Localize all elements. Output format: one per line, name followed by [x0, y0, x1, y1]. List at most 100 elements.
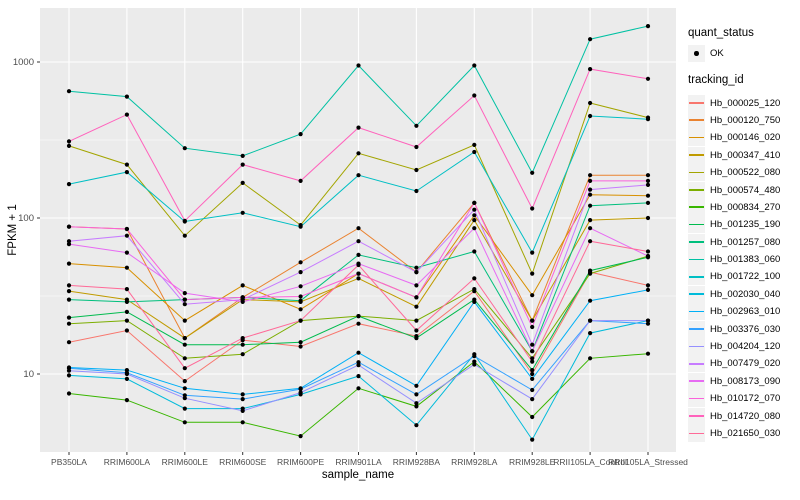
- legend-key: [688, 355, 705, 373]
- legend-entry: Hb_021650_030: [688, 425, 800, 442]
- legend-title-quant-status: quant_status: [688, 27, 754, 39]
- data-point: [298, 344, 303, 349]
- data-point: [298, 294, 303, 299]
- legend-items: Hb_000025_120 Hb_000120_750 Hb_000146_020 H…: [688, 94, 800, 442]
- data-point: [530, 206, 535, 211]
- data-point: [124, 162, 129, 167]
- legend-key: [688, 111, 705, 129]
- line-swatch-icon: [689, 154, 704, 156]
- data-point: [124, 170, 129, 175]
- data-point: [356, 271, 361, 276]
- line-swatch-icon: [689, 293, 704, 295]
- legend-entry: Hb_001257_080: [688, 233, 800, 251]
- data-point: [124, 318, 129, 323]
- legend-key: [688, 390, 705, 408]
- legend-key: [688, 164, 705, 182]
- data-point: [414, 283, 419, 288]
- data-point: [182, 406, 187, 411]
- data-point: [414, 304, 419, 309]
- data-point: [588, 226, 593, 231]
- data-point: [356, 386, 361, 391]
- legend-key: [688, 425, 705, 442]
- legend-key: [688, 407, 705, 425]
- data-point: [298, 132, 303, 137]
- data-point: [182, 356, 187, 361]
- line-swatch-icon: [689, 310, 704, 313]
- data-point: [414, 318, 419, 323]
- data-point: [356, 226, 361, 231]
- legend-entry: Hb_000025_120: [688, 94, 800, 112]
- data-point: [66, 373, 72, 378]
- data-point: [414, 401, 419, 406]
- data-point: [645, 321, 651, 326]
- data-point: [66, 289, 72, 294]
- legend-key: [688, 198, 705, 216]
- data-point: [588, 192, 593, 197]
- data-point: [66, 297, 72, 302]
- data-point: [182, 393, 187, 398]
- data-point: [66, 261, 72, 266]
- data-point: [588, 203, 593, 208]
- data-point: [124, 250, 129, 255]
- data-point: [414, 270, 419, 275]
- data-point: [472, 354, 477, 359]
- data-point: [645, 287, 651, 292]
- legend-key: [688, 181, 705, 199]
- data-point: [240, 420, 245, 425]
- legend-label: Hb_000522_080: [710, 167, 781, 179]
- data-point: [472, 213, 477, 218]
- data-point: [356, 276, 361, 281]
- legend-label: Hb_000347_410: [710, 149, 781, 161]
- line-swatch-icon: [689, 241, 704, 243]
- data-point: [356, 314, 361, 319]
- data-point: [414, 404, 419, 409]
- data-point: [298, 178, 303, 183]
- data-point: [182, 146, 187, 151]
- data-point: [588, 178, 593, 183]
- data-point: [588, 331, 593, 336]
- x-tick-label: RRII105LA_Stressed: [608, 457, 688, 467]
- y-tick-label: 1000: [13, 57, 34, 68]
- data-point: [124, 287, 129, 292]
- data-point: [530, 271, 535, 276]
- data-point: [182, 233, 187, 238]
- data-point: [530, 324, 535, 330]
- legend-label: Hb_001722_100: [710, 271, 781, 283]
- line-swatch-icon: [689, 275, 704, 278]
- data-point: [240, 210, 245, 215]
- x-tick-label: RRIM928LA: [451, 457, 498, 467]
- data-point: [472, 276, 477, 281]
- data-point: [124, 233, 129, 238]
- line-swatch-icon: [689, 189, 704, 191]
- data-point: [66, 368, 72, 373]
- data-point: [66, 182, 72, 187]
- data-point: [645, 24, 651, 29]
- data-point: [414, 336, 419, 341]
- line-swatch-icon: [689, 328, 704, 330]
- x-tick-label: RRII105LA_Control: [553, 457, 627, 467]
- data-point: [356, 173, 361, 178]
- data-point: [66, 139, 72, 144]
- line-swatch-icon: [689, 362, 704, 365]
- data-point: [182, 396, 187, 401]
- data-point: [645, 76, 651, 81]
- data-point: [645, 182, 651, 187]
- legend-key: [688, 338, 705, 356]
- data-point: [472, 218, 477, 223]
- data-point: [645, 351, 651, 356]
- data-point: [414, 383, 419, 388]
- data-point: [530, 349, 535, 354]
- legend-entry: Hb_001383_060: [688, 251, 800, 269]
- data-point: [298, 284, 303, 289]
- data-point: [645, 173, 651, 178]
- data-point: [124, 328, 129, 333]
- legend-key: [688, 94, 705, 112]
- data-point: [298, 270, 303, 275]
- data-point: [356, 350, 361, 355]
- data-point: [588, 271, 593, 276]
- legend-title-tracking-id: tracking_id: [688, 74, 744, 87]
- legend-entry: Hb_001235_190: [688, 216, 800, 234]
- legend-entry: Hb_000574_480: [688, 181, 800, 199]
- data-point: [356, 262, 361, 268]
